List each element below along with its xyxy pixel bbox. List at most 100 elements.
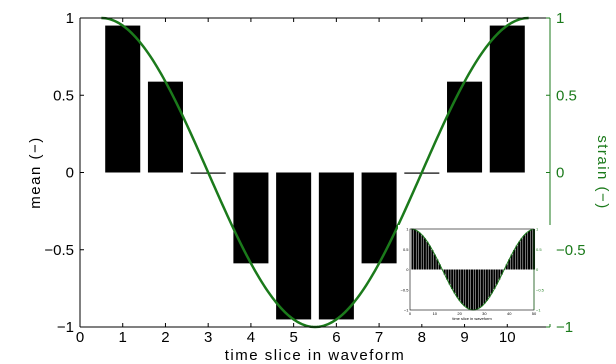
x-axis-label: time slice in waveform	[225, 347, 406, 364]
y-axis-label-left: mean (−)	[27, 136, 44, 208]
inset-bar	[466, 269, 469, 309]
inset-bar	[426, 241, 429, 270]
inset-bar	[485, 269, 488, 301]
inset-bar	[453, 269, 456, 294]
inset-bar	[513, 249, 516, 270]
inset-bar	[488, 269, 491, 298]
inset-bar	[456, 269, 459, 298]
bar	[318, 172, 354, 320]
x-tick-label: 1	[119, 329, 127, 346]
inset-x-tick-label: 50	[532, 311, 537, 316]
inset-y-tick-label: −1	[404, 308, 409, 313]
inset-bar	[461, 269, 464, 304]
inset-bar	[520, 238, 523, 270]
axes: 0 1 2 3 4 5 6 7 8 9 10−1 −1−0.5 −0.50 00.5 0.51 1	[44, 10, 585, 346]
inset-x-tick-label: 40	[507, 311, 512, 316]
inset-y2-tick-label: −1	[536, 308, 541, 313]
y2-tick-label: 1	[556, 10, 564, 27]
inset-bar	[458, 269, 461, 301]
inset-bar	[478, 269, 481, 309]
x-tick-label: 8	[418, 329, 426, 346]
inset-bar	[438, 264, 441, 270]
inset-bar	[480, 269, 483, 307]
bar	[233, 172, 269, 264]
inset-bar	[508, 259, 511, 270]
x-tick-label: 0	[76, 329, 84, 346]
inset-bar	[446, 269, 449, 280]
inset-y2-tick-label: 1	[536, 227, 539, 232]
y-tick-label: −0.5	[44, 242, 74, 259]
inset-bar	[510, 254, 513, 270]
inset-bar	[475, 269, 478, 310]
y-tick-label: 0.5	[53, 87, 74, 104]
inset-bar	[468, 269, 471, 310]
inset-bar	[530, 229, 533, 270]
inset-bar	[500, 269, 503, 275]
inset-bar	[433, 254, 436, 270]
inset-y2-tick-label: 0.5	[536, 247, 542, 252]
inset-y-tick-label: −0.5	[401, 287, 410, 292]
inset-bar	[525, 232, 528, 270]
inset-bar	[505, 264, 508, 270]
bar	[276, 172, 312, 320]
inset-bar	[423, 238, 426, 270]
inset-bar	[515, 245, 518, 270]
inset-x-tick-label: 30	[482, 311, 487, 316]
x-tick-label: 5	[289, 329, 297, 346]
bar-series	[105, 25, 525, 320]
inset-y-tick-label: 1	[406, 227, 409, 232]
y2-tick-label: 0	[556, 165, 564, 182]
bar	[361, 172, 397, 264]
inset-bar	[473, 269, 476, 310]
inset-y2-tick-label: 0	[536, 267, 539, 272]
inset-bar	[451, 269, 454, 290]
inset-bar	[443, 269, 446, 275]
inset-bar	[418, 232, 421, 270]
inset-bar	[428, 245, 431, 270]
inset-bar	[463, 269, 466, 307]
inset-bar	[498, 269, 501, 280]
inset-y-tick-label: 0	[406, 267, 409, 272]
y-tick-label: −1	[57, 319, 74, 336]
inset-x-tick-label: 20	[457, 311, 462, 316]
x-tick-label: 4	[247, 329, 255, 346]
inset-bar	[490, 269, 493, 294]
inset-bar	[421, 235, 424, 270]
inset-bar	[495, 269, 498, 285]
inset-x-tick-label: 10	[433, 311, 438, 316]
y2-tick-label: 0.5	[556, 87, 577, 104]
inset-bar	[483, 269, 486, 304]
y-axis-label-right: strain (−)	[594, 135, 611, 210]
inset-bar	[470, 269, 474, 310]
inset-bar	[431, 249, 434, 270]
inset-bar	[448, 269, 451, 285]
inset-bar	[523, 235, 526, 270]
inset-y2-tick-label: −0.5	[536, 287, 545, 292]
bar	[489, 25, 525, 173]
inset-bar	[436, 259, 439, 270]
x-tick-label: 3	[204, 329, 212, 346]
x-tick-label: 6	[332, 329, 340, 346]
y2-tick-label: −0.5	[556, 242, 586, 259]
bar	[105, 25, 141, 173]
x-tick-label: 9	[460, 329, 468, 346]
y-tick-label: 0	[66, 165, 74, 182]
inset-y-tick-label: 0.5	[403, 247, 409, 252]
bar	[447, 81, 483, 173]
inset-bar	[411, 229, 414, 270]
inset-bar	[518, 241, 521, 270]
x-tick-label: 10	[499, 329, 516, 346]
inset-bar	[413, 229, 416, 270]
x-tick-label: 7	[375, 329, 383, 346]
inset-x-axis-label: time slice in waveform	[452, 316, 492, 321]
inset-bar	[493, 269, 496, 290]
bar	[147, 81, 183, 173]
inset-bar	[528, 230, 531, 270]
x-tick-label: 2	[161, 329, 169, 346]
y2-tick-label: −1	[556, 319, 573, 336]
inset-bar	[416, 230, 419, 270]
y-tick-label: 1	[66, 10, 74, 27]
inset-x-tick-label: 0	[409, 311, 412, 316]
